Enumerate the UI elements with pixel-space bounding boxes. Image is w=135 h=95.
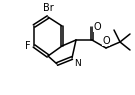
Text: O: O bbox=[93, 22, 101, 32]
Text: Br: Br bbox=[43, 3, 53, 13]
Text: F: F bbox=[25, 41, 31, 51]
Text: N: N bbox=[74, 59, 81, 68]
Text: O: O bbox=[102, 36, 110, 46]
